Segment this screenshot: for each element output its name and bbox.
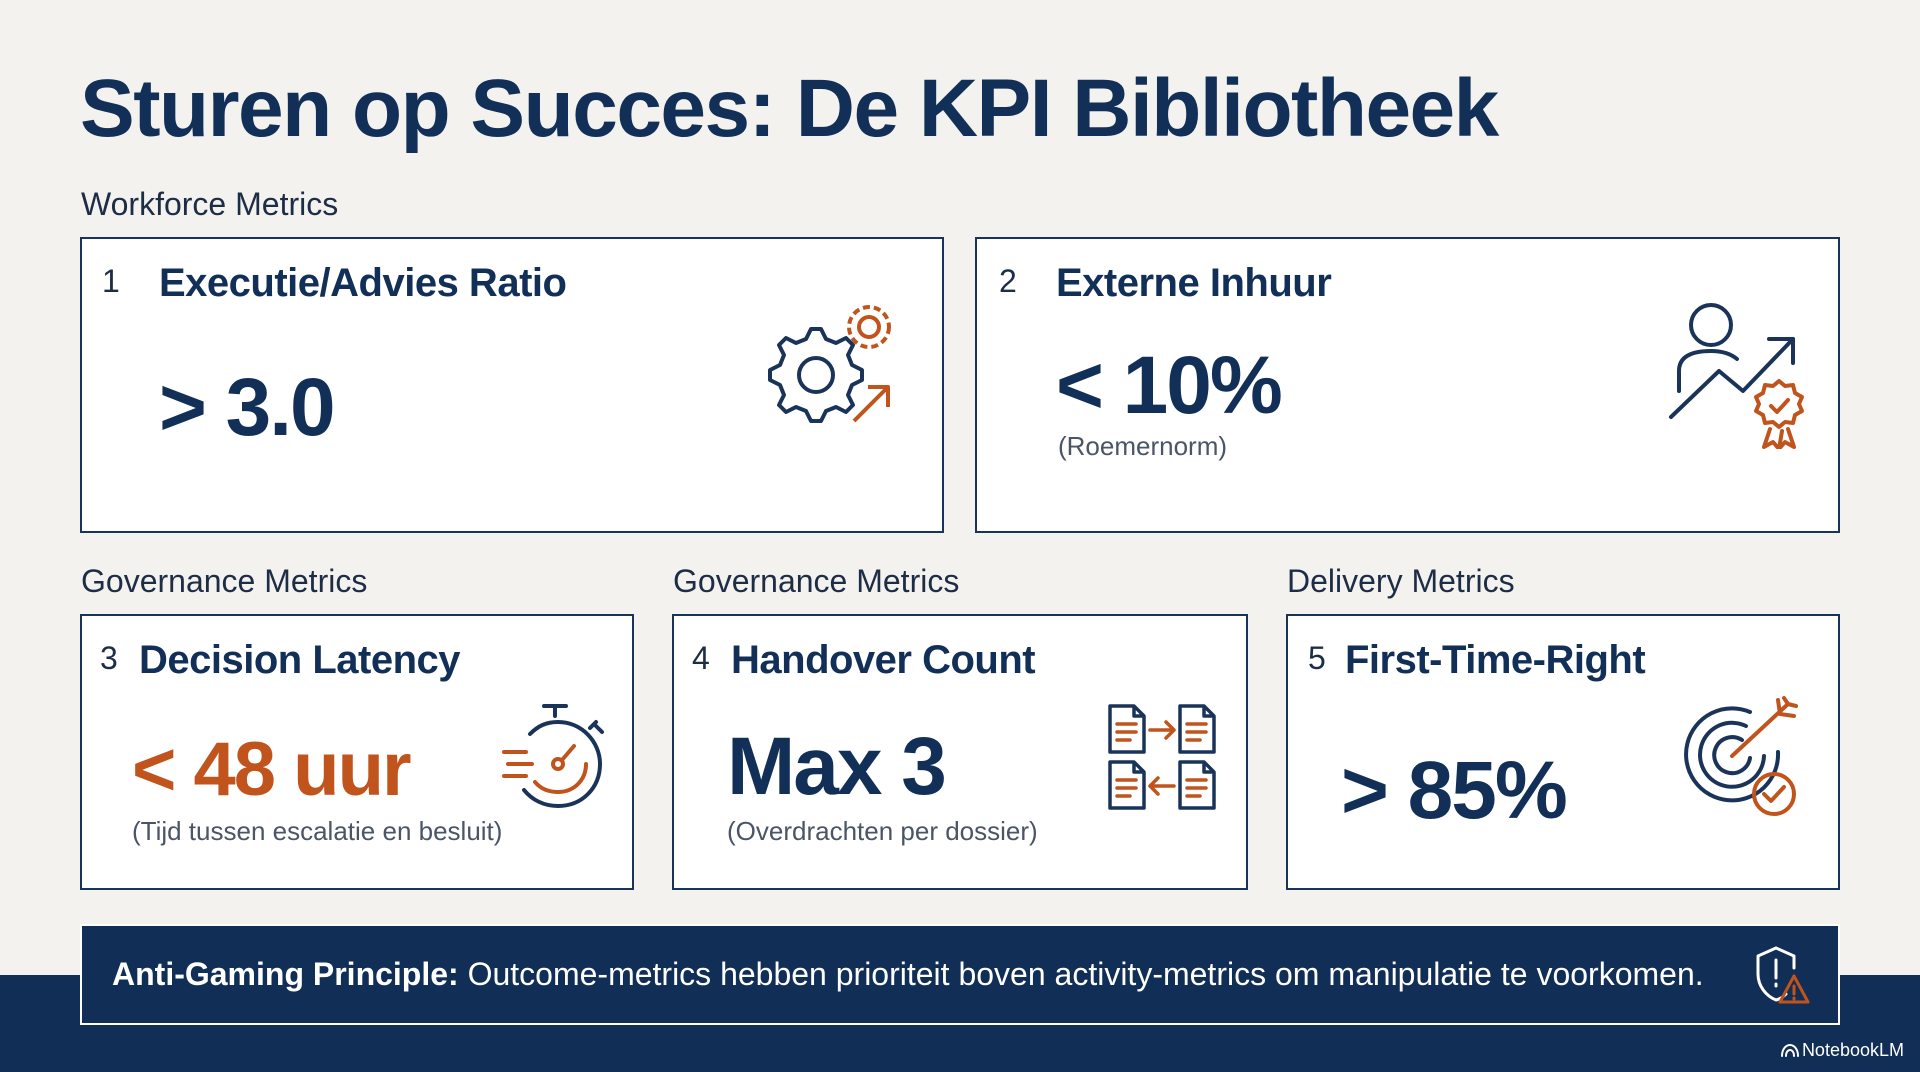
banner-text: Anti-Gaming Principle: Outcome-metrics h…	[112, 956, 1704, 993]
card-note: (Overdrachten per dossier)	[727, 816, 1038, 846]
kpi-card-handover-count: 4 Handover Count Max 3 (Overdrachten per…	[672, 614, 1248, 890]
card-value: > 3.0	[159, 362, 336, 453]
card-value: Max 3	[727, 721, 947, 812]
page-title: Sturen op Succes: De KPI Bibliotheek	[80, 63, 1499, 154]
card-value: < 10%	[1056, 340, 1283, 431]
card-number: 4	[692, 640, 710, 676]
section-label-workforce: Workforce Metrics	[81, 186, 339, 222]
document-handover-icon	[1108, 704, 1216, 810]
card-title: Executie/Advies Ratio	[159, 261, 567, 305]
card-title: Decision Latency	[139, 638, 461, 682]
kpi-card-execution-ratio: 1 Executie/Advies Ratio > 3.0	[80, 237, 944, 533]
stopwatch-icon	[502, 704, 604, 808]
card-number: 5	[1308, 640, 1326, 676]
notebooklm-brand: NotebookLM	[1780, 1040, 1904, 1061]
card-number: 2	[999, 263, 1017, 299]
card-title: First-Time-Right	[1345, 638, 1646, 682]
shield-warning-icon	[1756, 946, 1810, 1004]
card-value: > 85%	[1341, 745, 1568, 836]
notebooklm-logo-icon	[1780, 1043, 1799, 1057]
card-note: (Tijd tussen escalatie en besluit)	[132, 816, 503, 846]
person-trend-award-icon	[1669, 303, 1804, 449]
brand-label: NotebookLM	[1801, 1040, 1904, 1060]
card-title: Externe Inhuur	[1056, 261, 1332, 305]
banner-label: Anti-Gaming Principle:	[112, 956, 459, 992]
section-label-governance: Governance Metrics	[81, 563, 368, 599]
target-check-icon	[1684, 696, 1798, 816]
section-label-governance-2: Governance Metrics	[673, 563, 960, 599]
card-title: Handover Count	[731, 638, 1036, 682]
kpi-card-decision-latency: 3 Decision Latency < 48 uur (Tijd tussen…	[80, 614, 634, 890]
card-note: (Roemernorm)	[1058, 431, 1228, 461]
card-number: 1	[102, 263, 120, 299]
section-label-delivery: Delivery Metrics	[1287, 563, 1515, 599]
gears-growth-icon	[768, 305, 891, 423]
kpi-card-first-time-right: 5 First-Time-Right > 85%	[1286, 614, 1840, 890]
card-value: < 48 uur	[132, 727, 412, 812]
anti-gaming-banner: Anti-Gaming Principle: Outcome-metrics h…	[80, 924, 1840, 1025]
card-number: 3	[100, 640, 118, 676]
kpi-card-external-hiring: 2 Externe Inhuur < 10% (Roemernorm)	[975, 237, 1840, 533]
banner-body: Outcome-metrics hebben prioriteit boven …	[458, 956, 1704, 992]
